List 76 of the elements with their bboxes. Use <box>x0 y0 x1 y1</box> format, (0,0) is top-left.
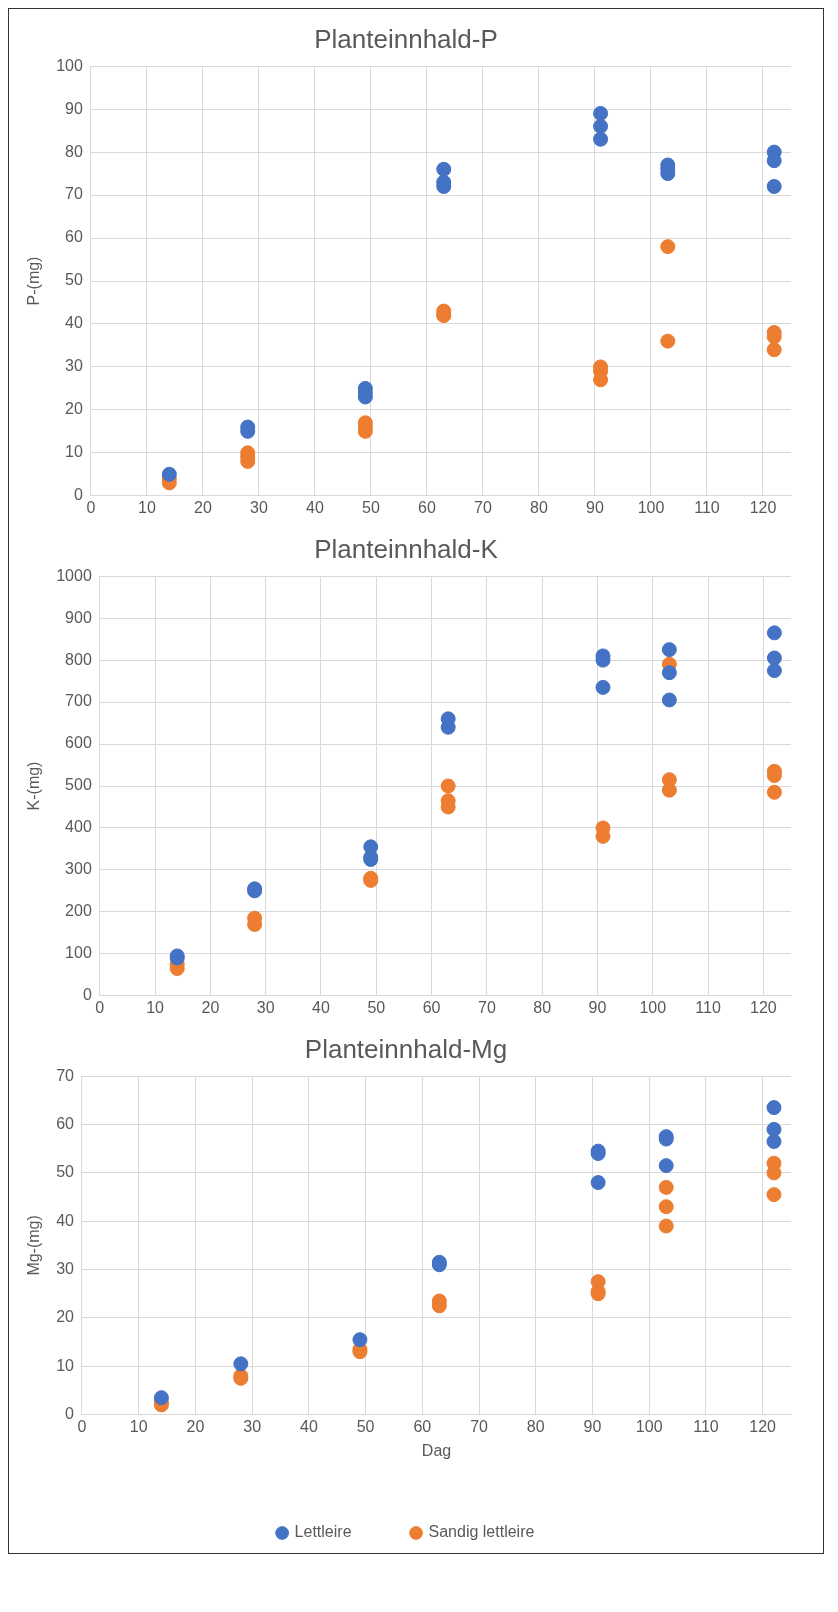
y-tick-label: 60 <box>56 1114 75 1132</box>
x-tick-label: 100 <box>637 498 665 516</box>
x-tick-label: 110 <box>695 998 721 1016</box>
y-tick-label: 30 <box>65 357 83 375</box>
x-tick-label: 50 <box>362 498 380 516</box>
y-tick-label: 200 <box>65 902 92 920</box>
x-tick-label: 50 <box>367 998 386 1016</box>
x-axis-title: Dag <box>421 1441 452 1459</box>
x-tick-label: 30 <box>256 998 275 1016</box>
x-tick-label: 90 <box>588 998 607 1016</box>
x-tick-label: 70 <box>474 498 492 516</box>
x-tick-label: 120 <box>750 998 777 1016</box>
y-axis-title: K-(mg) <box>25 761 43 811</box>
chart-title: Planteinnhald-P <box>314 23 498 54</box>
x-tick-label: 120 <box>749 498 777 516</box>
x-tick-label: 70 <box>477 998 496 1016</box>
y-tick-label: 50 <box>65 271 83 289</box>
x-tick-label: 110 <box>693 1417 719 1435</box>
y-tick-label: 20 <box>56 1308 75 1326</box>
y-tick-label: 40 <box>65 314 83 332</box>
x-tick-label: 20 <box>194 498 212 516</box>
x-tick-label: 40 <box>299 1417 318 1435</box>
x-tick-label: 80 <box>526 1417 545 1435</box>
legend-label: Sandig lettleire <box>428 1523 535 1541</box>
y-tick-label: 100 <box>56 56 83 74</box>
y-axis-title: Mg-(mg) <box>25 1215 43 1276</box>
x-tick-label: 90 <box>586 498 604 516</box>
x-tick-label: 20 <box>201 998 220 1016</box>
x-tick-label: 10 <box>138 498 156 516</box>
y-tick-label: 100 <box>65 944 92 962</box>
x-tick-label: 0 <box>95 998 105 1016</box>
x-tick-label: 30 <box>243 1417 262 1435</box>
y-tick-label: 10 <box>56 1356 75 1374</box>
y-tick-label: 60 <box>65 228 83 246</box>
y-tick-label: 80 <box>65 142 83 160</box>
x-tick-label: 100 <box>639 998 667 1016</box>
x-tick-label: 40 <box>306 498 324 516</box>
legend-label: Lettleire <box>294 1523 352 1541</box>
chart-title: Planteinnhald-Mg <box>304 1033 508 1064</box>
x-tick-label: 10 <box>129 1417 148 1435</box>
y-tick-label: 400 <box>65 818 92 836</box>
x-tick-label: 90 <box>583 1417 602 1435</box>
x-tick-label: 100 <box>635 1417 663 1435</box>
x-tick-label: 50 <box>356 1417 375 1435</box>
y-tick-label: 70 <box>56 1066 75 1084</box>
x-tick-label: 60 <box>418 498 436 516</box>
x-tick-label: 110 <box>694 498 720 516</box>
x-tick-label: 80 <box>530 498 548 516</box>
chart-title: Planteinnhald-K <box>314 533 499 564</box>
x-tick-label: 60 <box>422 998 441 1016</box>
x-tick-label: 70 <box>470 1417 489 1435</box>
y-tick-label: 30 <box>56 1259 75 1277</box>
y-tick-label: 0 <box>65 1405 75 1423</box>
x-tick-label: 10 <box>146 998 165 1016</box>
y-tick-label: 10 <box>65 443 83 461</box>
x-tick-label: 30 <box>250 498 268 516</box>
y-tick-label: 40 <box>56 1211 75 1229</box>
y-tick-label: 50 <box>56 1163 75 1181</box>
y-tick-label: 90 <box>65 99 83 117</box>
y-tick-label: 600 <box>65 734 92 752</box>
y-tick-label: 0 <box>73 486 83 504</box>
y-axis-title: P-(mg) <box>25 256 43 306</box>
x-tick-label: 120 <box>749 1417 777 1435</box>
x-tick-label: 60 <box>413 1417 432 1435</box>
y-tick-label: 700 <box>65 692 92 710</box>
x-tick-label: 40 <box>312 998 330 1016</box>
y-tick-label: 800 <box>65 650 92 668</box>
y-tick-label: 20 <box>65 400 83 418</box>
y-tick-label: 70 <box>65 185 83 203</box>
y-tick-label: 1000 <box>56 566 92 584</box>
y-tick-label: 0 <box>82 986 92 1004</box>
y-tick-label: 500 <box>65 776 92 794</box>
x-tick-label: 80 <box>533 998 552 1016</box>
y-tick-label: 900 <box>65 608 92 626</box>
x-tick-label: 20 <box>186 1417 205 1435</box>
y-tick-label: 300 <box>65 860 92 878</box>
